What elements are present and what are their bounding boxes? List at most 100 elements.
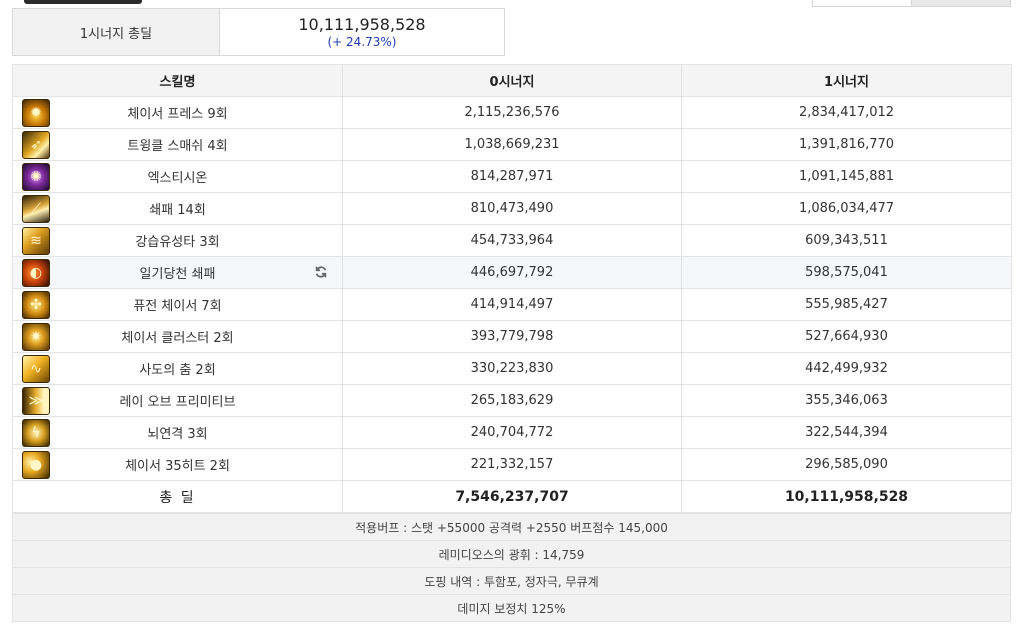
synergy-1-value: 555,985,427 xyxy=(681,288,1012,321)
skill-name: 체이서 클러스터 2회 xyxy=(121,331,234,346)
cluster-spark-icon: ✷ xyxy=(22,323,50,351)
skill-cell: ◐ 일기당천 쇄패 xyxy=(12,256,343,289)
synergy-0-value: 446,697,792 xyxy=(342,256,682,289)
table-row: ≫ 레이 오브 프리미티브 265,183,629 355,346,063 xyxy=(12,384,1012,417)
skill-name: 트윙클 스매쉬 4회 xyxy=(127,139,228,154)
skill-cell: ≫ 레이 오브 프리미티브 xyxy=(12,384,343,417)
synergy-0-value: 1,038,669,231 xyxy=(342,128,682,161)
top-toggle-segment[interactable] xyxy=(911,0,1010,6)
refresh-icon[interactable] xyxy=(314,265,328,279)
skill-name: 체이서 35히트 2회 xyxy=(125,459,230,474)
synergy-0-value: 240,704,772 xyxy=(342,416,682,449)
comet-strike-icon: ➶ xyxy=(22,131,50,159)
damage-table: 스킬명 0시너지 1시너지 ✹ 체이서 프레스 9회 2,115,236,576 2,… xyxy=(12,64,1012,513)
footer-info-row: 도핑 내역 : 투함포, 정자극, 무큐계 xyxy=(12,568,1011,595)
skill-cell: ➶ 트윙클 스매쉬 4회 xyxy=(12,128,343,161)
synergy-0-value: 221,332,157 xyxy=(342,448,682,481)
synergy-0-value: 2,115,236,576 xyxy=(342,96,682,129)
top-tab-indicator[interactable] xyxy=(24,0,142,4)
skill-cell: ∿ 사도의 춤 2회 xyxy=(12,352,343,385)
synergy-1-value: 1,391,816,770 xyxy=(681,128,1012,161)
synergy-1-value: 322,544,394 xyxy=(681,416,1012,449)
meteor-slash-icon: ≋ xyxy=(22,227,50,255)
synergy-1-value: 1,091,145,881 xyxy=(681,160,1012,193)
table-row: ϟ 뇌연격 3회 240,704,772 322,544,394 xyxy=(12,416,1012,449)
synergy-1-value: 2,834,417,012 xyxy=(681,96,1012,129)
icon-glyph: ϟ xyxy=(31,425,41,441)
footer-info-row: 데미지 보정치 125% xyxy=(12,595,1011,622)
synergy-0-value: 814,287,971 xyxy=(342,160,682,193)
skill-name: 사도의 춤 2회 xyxy=(139,363,216,378)
total-row: 총 딜 7,546,237,707 10,111,958,528 xyxy=(12,480,1012,513)
icon-glyph: ◐ xyxy=(29,265,43,281)
skill-name: 퓨전 체이서 7회 xyxy=(133,299,222,314)
table-header-row: 스킬명 0시너지 1시너지 xyxy=(12,64,1012,97)
synergy-1-value: 442,499,932 xyxy=(681,352,1012,385)
table-row: ✣ 퓨전 체이서 7회 414,914,497 555,985,427 xyxy=(12,288,1012,321)
table-row: ✹ 체이서 프레스 9회 2,115,236,576 2,834,417,012 xyxy=(12,96,1012,129)
crimson-swing-icon: ◐ xyxy=(22,259,50,287)
bat-swing-icon: ⟋ xyxy=(22,195,50,223)
icon-glyph: ✷ xyxy=(30,329,42,345)
summary-increase: (+ 24.73%) xyxy=(327,34,397,49)
synergy-1-value: 355,346,063 xyxy=(681,384,1012,417)
synergy-1-value: 1,086,034,477 xyxy=(681,192,1012,225)
header-skill-name: 스킬명 xyxy=(12,64,343,97)
icon-glyph: ➶ xyxy=(30,137,42,153)
total-synergy-0: 7,546,237,707 xyxy=(342,480,682,513)
summary-total: 10,111,958,528 xyxy=(298,14,426,34)
icon-glyph: ⟋ xyxy=(31,201,41,217)
skill-name: 레이 오브 프리미티브 xyxy=(119,395,236,410)
synergy-summary-box: 1시너지 총딜 10,111,958,528 (+ 24.73%) xyxy=(12,8,505,56)
icon-glyph: ✺ xyxy=(30,169,42,185)
header-synergy-0: 0시너지 xyxy=(342,64,682,97)
footer-info-row: 적용버프 : 스탯 +55000 공격력 +2550 버프점수 145,000 xyxy=(12,513,1011,541)
footer-info-row: 레미디오스의 광휘 : 14,759 xyxy=(12,541,1011,568)
icon-glyph: ≫ xyxy=(28,393,44,409)
skill-cell: ✹ 체이서 프레스 9회 xyxy=(12,96,343,129)
table-row: ✺ 엑스티시온 814,287,971 1,091,145,881 xyxy=(12,160,1012,193)
purple-burst-icon: ✺ xyxy=(22,163,50,191)
skill-cell: ϟ 뇌연격 3회 xyxy=(12,416,343,449)
skill-cell: ✷ 체이서 클러스터 2회 xyxy=(12,320,343,353)
synergy-0-value: 810,473,490 xyxy=(342,192,682,225)
table-row: ➶ 트윙클 스매쉬 4회 1,038,669,231 1,391,816,770 xyxy=(12,128,1012,161)
skill-cell: ✣ 퓨전 체이서 7회 xyxy=(12,288,343,321)
synergy-0-value: 330,223,830 xyxy=(342,352,682,385)
chaser-orb-icon: ● xyxy=(22,451,50,479)
synergy-1-value: 296,585,090 xyxy=(681,448,1012,481)
dance-wave-icon: ∿ xyxy=(22,355,50,383)
ray-beam-icon: ≫ xyxy=(22,387,50,415)
skill-name: 체이서 프레스 9회 xyxy=(127,107,228,122)
top-toggle-group[interactable] xyxy=(812,0,1011,7)
icon-glyph: ≋ xyxy=(30,233,42,249)
synergy-1-value: 609,343,511 xyxy=(681,224,1012,257)
table-row: ∿ 사도의 춤 2회 330,223,830 442,499,932 xyxy=(12,352,1012,385)
icon-glyph: ✣ xyxy=(30,297,42,313)
synergy-0-value: 414,914,497 xyxy=(342,288,682,321)
synergy-0-value: 265,183,629 xyxy=(342,384,682,417)
synergy-0-value: 454,733,964 xyxy=(342,224,682,257)
skill-cell: ⟋ 쇄패 14회 xyxy=(12,192,343,225)
skill-name: 엑스티시온 xyxy=(147,171,208,186)
header-synergy-1: 1시너지 xyxy=(681,64,1012,97)
table-row: ✷ 체이서 클러스터 2회 393,779,798 527,664,930 xyxy=(12,320,1012,353)
synergy-1-value: 598,575,041 xyxy=(681,256,1012,289)
total-synergy-1: 10,111,958,528 xyxy=(681,480,1012,513)
skill-name: 쇄패 14회 xyxy=(149,203,206,218)
buff-info-footer: 적용버프 : 스탯 +55000 공격력 +2550 버프점수 145,000 레… xyxy=(12,513,1011,622)
synergy-0-value: 393,779,798 xyxy=(342,320,682,353)
table-row: ◐ 일기당천 쇄패 446,697,792 598,575,041 xyxy=(12,256,1012,289)
summary-value: 10,111,958,528 (+ 24.73%) xyxy=(220,9,504,55)
total-label: 총 딜 xyxy=(12,480,343,513)
flame-crest-icon: ✹ xyxy=(22,99,50,127)
table-row: ≋ 강습유성타 3회 454,733,964 609,343,511 xyxy=(12,224,1012,257)
table-row: ⟋ 쇄패 14회 810,473,490 1,086,034,477 xyxy=(12,192,1012,225)
synergy-1-value: 527,664,930 xyxy=(681,320,1012,353)
lightning-combo-icon: ϟ xyxy=(22,419,50,447)
skill-cell: ✺ 엑스티시온 xyxy=(12,160,343,193)
fusion-chaser-icon: ✣ xyxy=(22,291,50,319)
skill-name: 일기당천 쇄패 xyxy=(139,267,216,282)
skill-cell: ● 체이서 35히트 2회 xyxy=(12,448,343,481)
summary-label: 1시너지 총딜 xyxy=(13,9,220,55)
